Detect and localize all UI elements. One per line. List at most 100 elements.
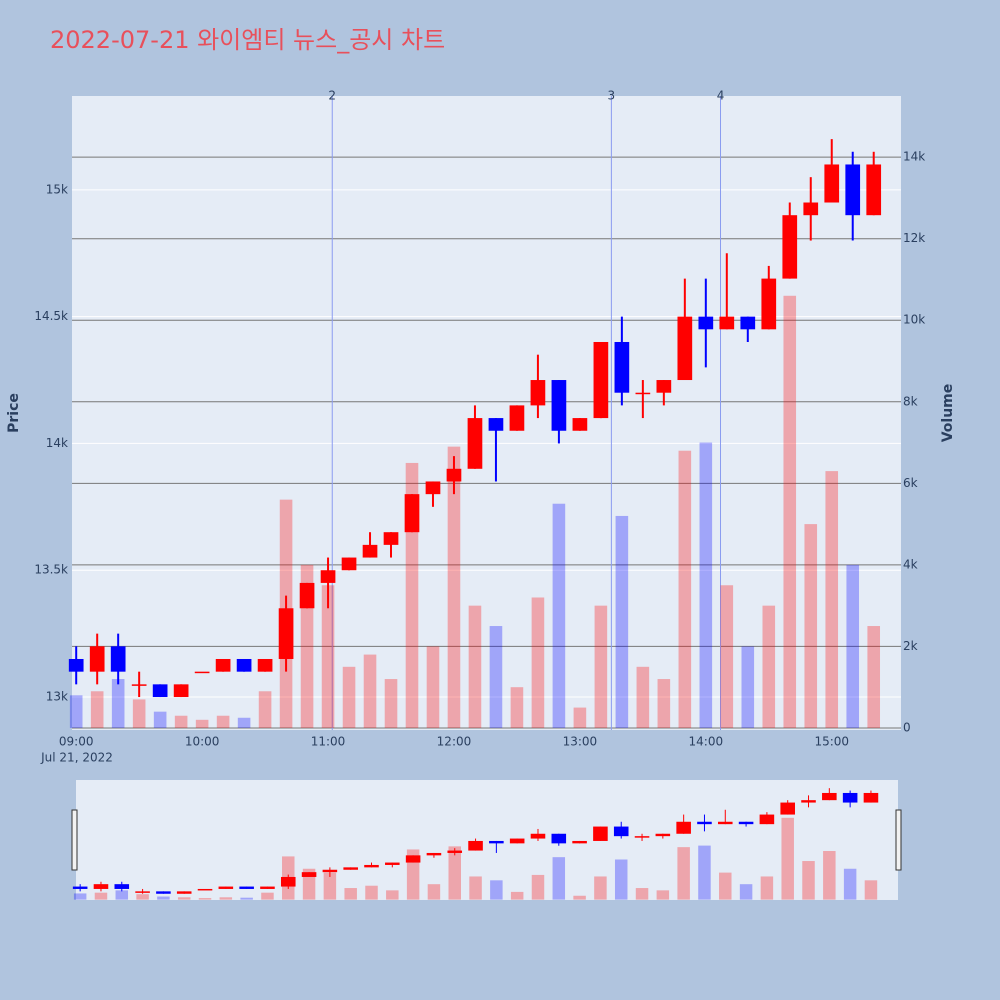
x-tick-label: 14:00: [689, 735, 724, 749]
mini-volume-bar: [552, 857, 566, 900]
volume-bar: [195, 719, 209, 728]
candle-body: [635, 392, 651, 395]
candle-body: [761, 278, 777, 330]
mini-candle-body: [114, 884, 130, 889]
mini-candle-body: [780, 802, 795, 815]
y-tick-label: 13k: [46, 690, 68, 704]
volume-bar: [825, 471, 839, 728]
candle-body: [320, 570, 336, 583]
x-tick-label: 12:00: [437, 735, 472, 749]
candle-body: [446, 468, 462, 482]
candle-body: [509, 405, 525, 431]
candle-body: [152, 684, 168, 698]
range-handle-right[interactable]: [895, 809, 902, 871]
volume-bar: [69, 695, 83, 728]
volume-bar: [846, 564, 860, 728]
y2-tick-label: 14k: [903, 150, 925, 164]
mini-candle-body: [447, 850, 463, 853]
mini-volume-bar: [802, 861, 815, 900]
mini-candle-body: [863, 792, 879, 803]
candle-body: [131, 684, 147, 686]
mini-volume-bar: [261, 892, 274, 900]
mini-volume-bar: [739, 884, 753, 900]
candle-body: [866, 164, 882, 216]
candle-body: [68, 658, 84, 672]
mini-candle-body: [468, 840, 483, 851]
candle-body: [614, 341, 630, 393]
mini-candle-body: [93, 884, 109, 889]
mini-candle-body: [634, 836, 650, 838]
mini-candle-body: [676, 821, 691, 834]
volume-bar: [363, 654, 377, 728]
candle-body: [656, 380, 672, 393]
candle-body: [236, 658, 252, 672]
candle-body: [404, 494, 420, 533]
mini-candle-body: [551, 833, 567, 844]
mini-volume-bar: [427, 884, 441, 900]
y-axis-title: Price: [6, 393, 22, 433]
candle-body: [677, 316, 693, 381]
mini-candle-body: [322, 869, 338, 873]
candle-body: [299, 582, 315, 609]
volume-bar: [510, 687, 524, 728]
volume-bar: [426, 646, 440, 728]
marker-label: 2: [328, 89, 336, 103]
volume-bar: [384, 679, 398, 728]
mini-candle-body: [426, 852, 442, 856]
mini-candle-body: [218, 886, 234, 889]
mini-candle-body: [385, 862, 400, 865]
mini-volume-bar: [573, 895, 586, 900]
mini-candle-body: [239, 886, 254, 889]
mini-volume-bar: [864, 880, 878, 900]
mini-candle-body: [72, 886, 88, 889]
mini-volume-bar: [469, 876, 482, 900]
y2-tick-label: 10k: [903, 313, 925, 327]
y2-tick-label: 0: [903, 720, 911, 734]
y2-tick-label: 12k: [903, 231, 925, 245]
candle-body: [845, 164, 861, 216]
mini-candle-body: [738, 821, 754, 825]
mini-volume-bar: [510, 891, 524, 900]
candle-body: [341, 557, 357, 571]
candle-body: [824, 164, 840, 203]
range-handle-left[interactable]: [71, 809, 78, 871]
mini-volume-bar: [490, 880, 503, 900]
mini-volume-bar: [656, 890, 670, 900]
volume-bar: [783, 295, 797, 728]
candle-body: [278, 608, 294, 659]
mini-volume-bar: [781, 817, 794, 900]
mini-volume-bar: [365, 885, 378, 900]
x-tick-label: 13:00: [563, 735, 598, 749]
volume-bar: [720, 585, 734, 728]
volume-bar: [447, 446, 461, 728]
mini-volume-bar: [594, 876, 607, 900]
y-tick-label: 14.5k: [34, 309, 68, 323]
candle-body: [782, 215, 798, 279]
candle-body: [719, 316, 735, 330]
volume-bar: [573, 707, 587, 728]
candle-body: [89, 646, 105, 672]
plot-area: [72, 96, 901, 730]
candle-body: [383, 532, 399, 545]
y2-tick-label: 2k: [903, 639, 918, 653]
y-tick-label: 15k: [46, 182, 68, 196]
volume-bar: [90, 691, 104, 728]
mini-candle-body: [343, 867, 358, 870]
candle-body: [467, 418, 483, 469]
mini-candle-body: [801, 800, 816, 803]
candle-body: [488, 418, 504, 431]
range-slider[interactable]: [76, 780, 898, 900]
mini-volume-bar: [323, 872, 337, 900]
x-tick-label: 11:00: [311, 735, 346, 749]
mini-candle-body: [593, 826, 608, 841]
mini-candle-body: [197, 888, 213, 891]
y-tick-label: 14k: [46, 436, 68, 450]
volume-bar: [321, 585, 335, 728]
candle-body: [803, 202, 819, 216]
mini-volume-bar: [157, 896, 170, 900]
chart-title: 2022-07-21 와이엠티 뉴스_공시 차트: [50, 26, 445, 54]
volume-bar: [636, 666, 650, 728]
mini-volume-bar: [614, 859, 628, 900]
mini-volume-bar: [177, 897, 191, 900]
